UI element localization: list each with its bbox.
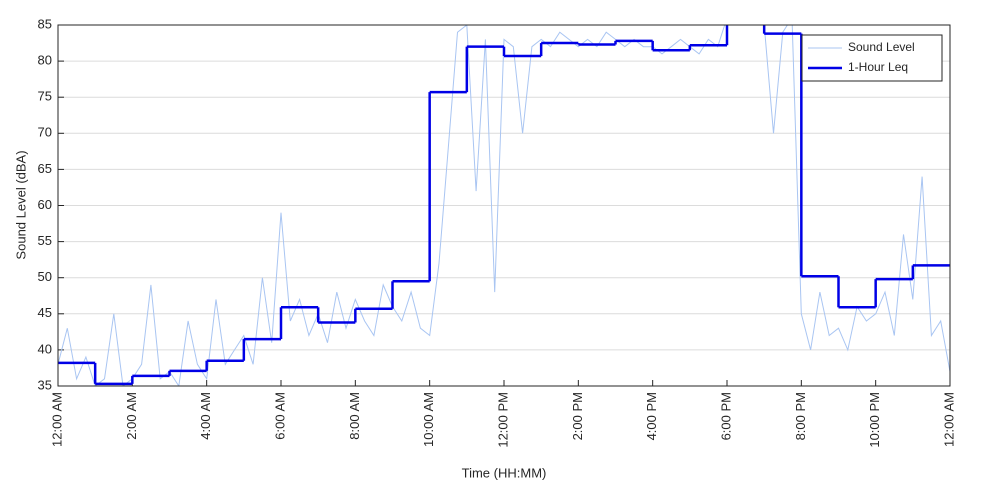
y-tick-label: 50 bbox=[38, 269, 52, 284]
y-tick-label: 85 bbox=[38, 16, 52, 31]
x-tick-label: 2:00 PM bbox=[570, 392, 585, 440]
y-tick-label: 65 bbox=[38, 161, 52, 176]
legend-box bbox=[801, 34, 943, 82]
y-tick-label: 35 bbox=[38, 377, 52, 392]
x-tick-label: 2:00 AM bbox=[124, 392, 139, 440]
x-tick-label: 6:00 AM bbox=[272, 392, 287, 440]
x-tick-label: 12:00 AM bbox=[49, 392, 64, 447]
x-axis-label: Time (HH:MM) bbox=[462, 465, 547, 480]
legend-label: Sound Level bbox=[848, 40, 915, 54]
y-tick-label: 60 bbox=[38, 197, 52, 212]
y-tick-label: 80 bbox=[38, 53, 52, 68]
y-tick-label: 75 bbox=[38, 89, 52, 104]
y-tick-label: 55 bbox=[38, 233, 52, 248]
y-axis-label: Sound Level (dBA) bbox=[13, 150, 28, 259]
plot-border bbox=[57, 24, 951, 387]
x-tick-label: 12:00 AM bbox=[941, 392, 956, 447]
x-tick-label: 6:00 PM bbox=[718, 392, 733, 440]
y-tick-label: 40 bbox=[38, 341, 52, 356]
y-tick-label: 70 bbox=[38, 125, 52, 140]
series-group bbox=[58, 25, 950, 386]
sound-line bbox=[58, 25, 950, 386]
x-tick-label: 12:00 PM bbox=[495, 392, 510, 448]
x-tick-label: 10:00 PM bbox=[867, 392, 882, 448]
x-tick-label: 8:00 AM bbox=[347, 392, 362, 440]
x-tick-label: 10:00 AM bbox=[421, 392, 436, 447]
y-tick-label: 45 bbox=[38, 305, 52, 320]
x-tick-label: 4:00 AM bbox=[198, 392, 213, 440]
x-tick-label: 8:00 PM bbox=[793, 392, 808, 440]
legend-label: 1-Hour Leq bbox=[848, 60, 908, 74]
x-tick-label: 4:00 PM bbox=[644, 392, 659, 440]
